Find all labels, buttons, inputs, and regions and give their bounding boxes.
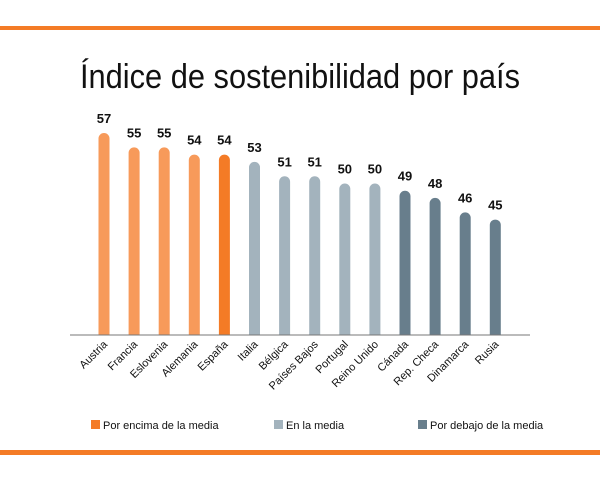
top-border	[0, 26, 600, 30]
legend-label-above: Por encima de la media	[103, 420, 219, 432]
data-label: 50	[338, 162, 352, 177]
data-label: 48	[428, 176, 442, 191]
data-label: 53	[247, 140, 261, 155]
bottom-border	[0, 450, 600, 455]
legend-swatch-above	[91, 420, 100, 429]
bar-Portugal	[339, 183, 351, 335]
data-label: 46	[458, 190, 472, 205]
chart-title: Índice de sostenibilidad por país	[80, 58, 520, 96]
bar-Rep. Checa	[429, 197, 441, 335]
data-label: 54	[217, 133, 232, 148]
x-tick-label: Rusia	[473, 338, 502, 367]
bar-Rusia	[489, 219, 501, 335]
data-label: 49	[398, 169, 412, 184]
bar-Eslovenia	[158, 147, 170, 335]
bar-Países Bajos	[309, 176, 321, 335]
data-label: 51	[277, 154, 291, 169]
x-tick-label: España	[196, 338, 231, 373]
bar-Francia	[128, 147, 140, 335]
x-tick-label: Austria	[77, 338, 110, 371]
data-label: 57	[97, 111, 111, 126]
bar-Austria	[98, 133, 110, 335]
data-label: 51	[307, 154, 321, 169]
x-tick-label: Italia	[236, 338, 262, 364]
legend-label-below: Por debajo de la media	[430, 420, 544, 432]
legend-swatch-mean	[274, 420, 283, 429]
bar-Bélgica	[279, 176, 291, 335]
bar-España	[218, 154, 230, 335]
data-label: 45	[488, 198, 502, 213]
bar-Cánada	[399, 190, 411, 335]
legend: Por encima de la media En la media Por deb…	[91, 420, 544, 432]
bar-Dinamarca	[459, 212, 471, 335]
bar-Reino Unido	[369, 183, 381, 335]
legend-swatch-below	[418, 420, 427, 429]
data-label: 54	[187, 133, 202, 148]
legend-label-mean: En la media	[286, 420, 345, 432]
bar-Italia	[249, 161, 260, 335]
data-label: 55	[127, 125, 141, 140]
data-label: 50	[368, 162, 382, 177]
bar-Alemania	[188, 154, 200, 335]
data-label: 55	[157, 125, 171, 140]
bars: 57Austria55Francia55Eslovenia54Alemania5…	[77, 111, 502, 393]
